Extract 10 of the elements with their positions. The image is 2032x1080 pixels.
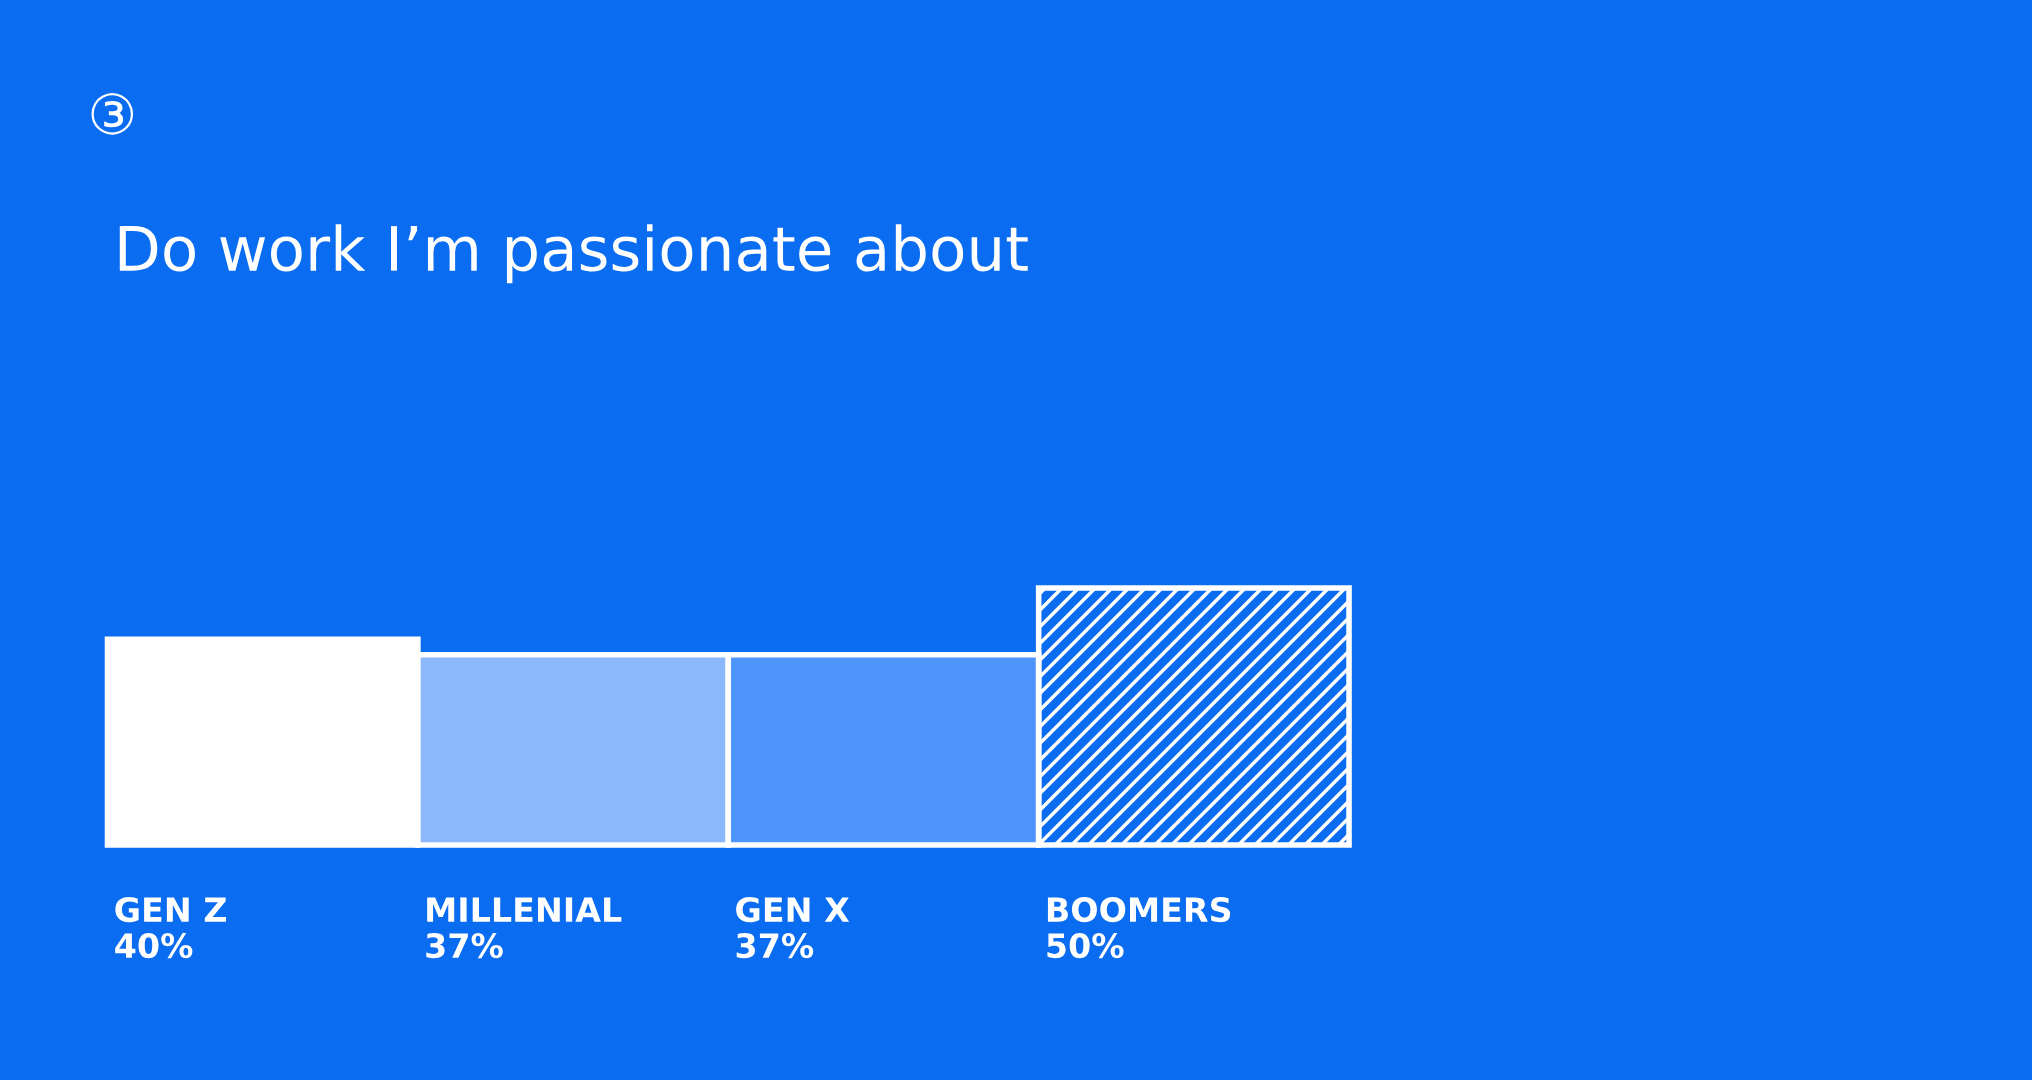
data-label: 37%: [426, 932, 503, 959]
x-tick-label: MILLENIAL: [427, 897, 622, 922]
x-tick-label: BOOMERS: [1047, 896, 1231, 923]
chart-title: Do work I’m passionate about: [119, 224, 1028, 284]
data-label: 37%: [736, 932, 814, 959]
x-tick-label: GEN X: [736, 896, 850, 923]
x-tick-label: GEN Z: [115, 896, 226, 923]
data-label: 40%: [115, 932, 193, 959]
data-label: 50%: [1047, 932, 1124, 959]
text: ③: [91, 93, 134, 135]
